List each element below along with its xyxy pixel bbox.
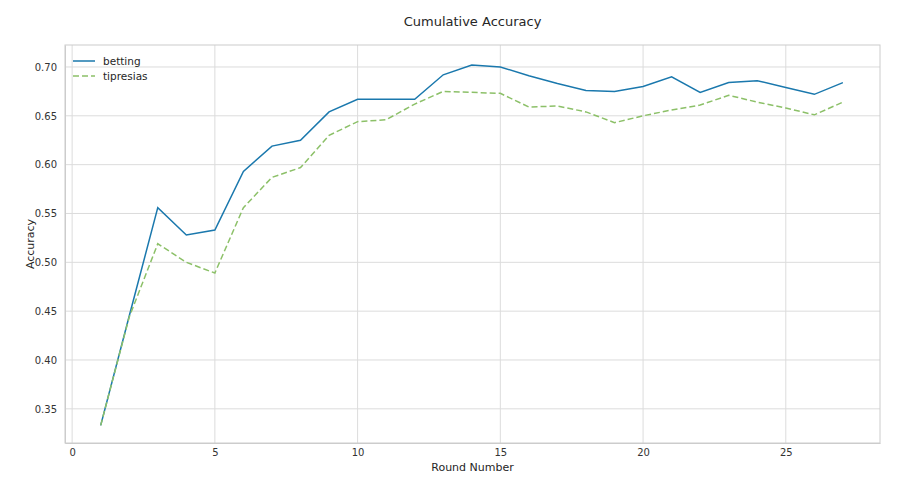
y-grid-line xyxy=(65,115,880,116)
tick-label: 0.45 xyxy=(35,306,57,317)
tick-label: 0 xyxy=(69,447,75,458)
tick: 0.35 xyxy=(35,404,65,415)
y-grid-line xyxy=(65,66,880,67)
x-grid-line xyxy=(214,45,215,443)
tick-label: 0.65 xyxy=(35,111,57,122)
tick-label: 10 xyxy=(352,447,365,458)
title: Cumulative Accuracy xyxy=(404,14,542,29)
tick-label: 0.40 xyxy=(35,355,57,366)
tick: 0.60 xyxy=(35,159,65,170)
tick-label: 0.35 xyxy=(35,404,57,415)
tick-label: 20 xyxy=(637,447,650,458)
legend-swatch xyxy=(73,75,95,77)
series-line xyxy=(101,65,843,425)
plot-background xyxy=(65,45,880,443)
tick: 0.55 xyxy=(35,208,65,219)
x-grid-line xyxy=(785,45,786,443)
tick: 10 xyxy=(352,443,365,458)
legend-item: betting xyxy=(73,55,141,67)
plot-frame xyxy=(65,45,880,443)
y-grid-line xyxy=(65,408,880,409)
tick: 0.70 xyxy=(35,62,65,73)
y-axis-label: Accuracy xyxy=(24,218,37,269)
x-grid-line xyxy=(500,45,501,443)
tick: 20 xyxy=(637,443,650,458)
tick-label: 25 xyxy=(780,447,793,458)
tick-label: 15 xyxy=(494,447,507,458)
tick-label: 5 xyxy=(212,447,218,458)
tick: 25 xyxy=(780,443,793,458)
chart: 05101520250.350.400.450.500.550.600.650.… xyxy=(0,0,908,493)
tick: 0.45 xyxy=(35,306,65,317)
tick-label: 0.50 xyxy=(35,257,57,268)
tick-label: 0.60 xyxy=(35,159,57,170)
tick: 5 xyxy=(212,443,218,458)
tick-label: 0.55 xyxy=(35,208,57,219)
legend-swatch xyxy=(73,60,95,62)
legend-item: tipresias xyxy=(73,70,148,82)
tick: 0.40 xyxy=(35,355,65,366)
series-group xyxy=(101,65,843,425)
tick: 0 xyxy=(69,443,75,458)
y-grid-line xyxy=(65,213,880,214)
y-axis: 0.35 0.40 0.45 0.50 0.55 0.60 0.65 0.70 xyxy=(35,46,66,444)
x-axis-label: Round Number xyxy=(431,461,514,474)
y-grid-line xyxy=(65,164,880,165)
x-grid-line xyxy=(643,45,644,443)
x-grid-line xyxy=(72,45,73,443)
y-grid-line xyxy=(65,359,880,360)
tick-label: 0.70 xyxy=(35,62,57,73)
series-line xyxy=(101,91,843,425)
legend-label: tipresias xyxy=(103,70,148,82)
tick: 0.65 xyxy=(35,111,65,122)
tick: 15 xyxy=(494,443,507,458)
legend: betting tipresias xyxy=(73,55,148,82)
legend-label: betting xyxy=(103,55,141,67)
x-axis: 0 5 10 15 20 25 xyxy=(66,443,881,458)
y-grid-line xyxy=(65,311,880,312)
plot-area: 05101520250.350.400.450.500.550.600.650.… xyxy=(35,45,881,458)
tick: 0.50 xyxy=(35,257,65,268)
x-grid-line xyxy=(357,45,358,443)
